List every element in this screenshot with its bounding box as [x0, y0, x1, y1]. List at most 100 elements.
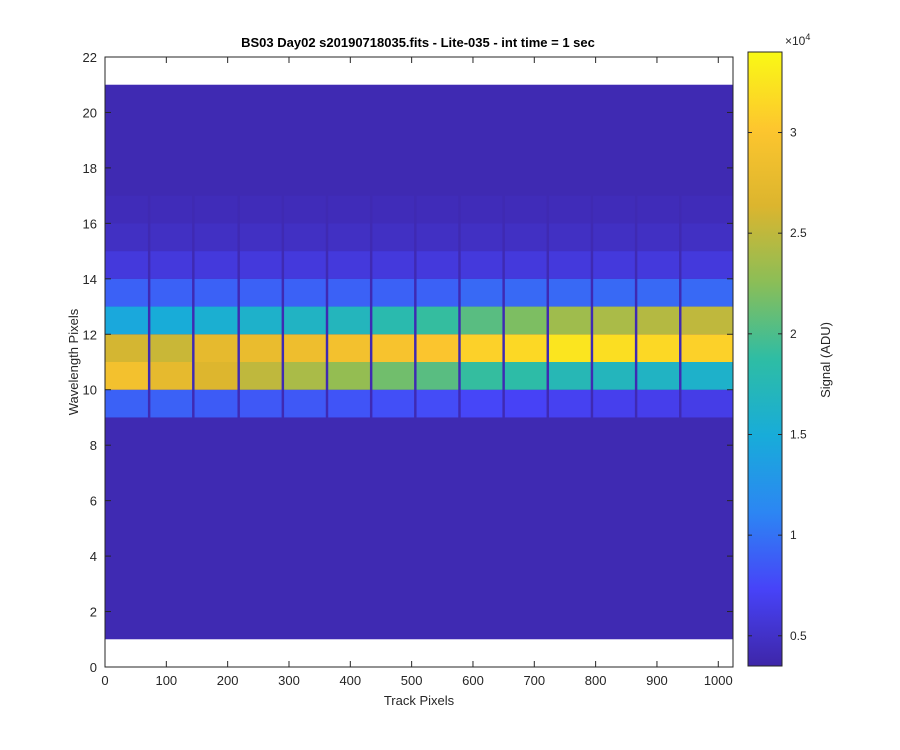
y-tick-label: 20: [83, 105, 97, 120]
heatmap-cell: [593, 223, 635, 252]
colorbar-exponent-power: 4: [805, 32, 810, 42]
heatmap-cell: [416, 278, 459, 307]
heatmap-cell: [328, 334, 370, 362]
colorbar-tick-label: 1: [790, 528, 797, 542]
y-tick-label: 4: [90, 549, 97, 564]
y-tick-label: 6: [90, 494, 97, 509]
heatmap-cell: [372, 278, 415, 307]
heatmap-cell: [194, 195, 238, 224]
x-axis-ticks: 0 100 200 300 400 500 600 700 800 900 1000: [101, 57, 733, 688]
heatmap-cell: [194, 278, 238, 307]
heatmap-cell: [105, 389, 148, 418]
heatmap-cell: [460, 195, 503, 224]
heatmap-cell: [504, 306, 547, 335]
heatmap-cell: [328, 251, 370, 279]
heatmap-cell: [593, 389, 635, 418]
x-tick-label: 400: [339, 673, 361, 688]
heatmap-cell: [593, 195, 635, 224]
heatmap-image: [105, 84, 733, 640]
heatmap-cell: [504, 389, 547, 418]
colorbar-gradient: [748, 52, 782, 666]
heatmap-cell: [239, 195, 282, 224]
x-tick-label: 200: [217, 673, 239, 688]
heatmap-cell: [416, 223, 459, 252]
y-tick-label: 22: [83, 50, 97, 65]
heatmap-cell: [105, 334, 148, 362]
x-tick-label: 900: [646, 673, 668, 688]
y-tick-label: 16: [83, 216, 97, 231]
heatmap-cell: [328, 389, 370, 418]
heatmap-cell: [372, 334, 415, 362]
heatmap-cell: [504, 278, 547, 307]
heatmap-cell: [460, 362, 503, 390]
x-tick-label: 500: [401, 673, 423, 688]
y-axis-label: Wavelength Pixels: [66, 308, 81, 415]
heatmap-cell: [460, 334, 503, 362]
heatmap-cell: [504, 334, 547, 362]
heatmap-cell: [150, 223, 193, 252]
heatmap-cell: [194, 306, 238, 335]
colorbar-tick-label: 0.5: [790, 629, 807, 643]
y-tick-label: 14: [83, 272, 97, 287]
colorbar-exponent-base: ×10: [785, 34, 806, 48]
y-tick-label: 0: [90, 660, 97, 675]
x-tick-label: 0: [101, 673, 108, 688]
heatmap-cell: [549, 195, 591, 224]
heatmap-cell: [460, 389, 503, 418]
heatmap-cell: [593, 362, 635, 390]
y-axis-ticks: 0 2 4 6 8 10 12 14 16 18 20 22: [83, 50, 733, 675]
heatmap-cell: [504, 195, 547, 224]
colorbar-tick-label: 3: [790, 126, 797, 140]
y-tick-label: 8: [90, 438, 97, 453]
heatmap-cell: [593, 251, 635, 279]
heatmap-cell: [372, 195, 415, 224]
heatmap-cell: [284, 195, 326, 224]
heatmap-cell: [328, 362, 370, 390]
heatmap-cell: [372, 306, 415, 335]
heatmap-cell: [284, 223, 326, 252]
heatmap-cell: [416, 251, 459, 279]
heatmap-cell: [328, 278, 370, 307]
heatmap-cell: [239, 223, 282, 252]
colorbar-tick-label: 2.5: [790, 226, 807, 240]
heatmap-cell: [105, 306, 148, 335]
heatmap-cell: [194, 362, 238, 390]
heatmap-cell: [150, 362, 193, 390]
heatmap-cell: [681, 278, 733, 307]
heatmap-cell: [681, 195, 733, 224]
heatmap-cell: [105, 195, 148, 224]
heatmap-cell: [194, 251, 238, 279]
heatmap-cell: [239, 334, 282, 362]
heatmap-cell: [637, 223, 680, 252]
heatmap-cell: [504, 223, 547, 252]
heatmap-cell: [593, 278, 635, 307]
heatmap-cell: [194, 389, 238, 418]
heatmap-cell: [328, 306, 370, 335]
heatmap-cell: [637, 389, 680, 418]
heatmap-cell: [105, 278, 148, 307]
x-tick-label: 300: [278, 673, 300, 688]
colorbar-exponent: ×104: [785, 32, 810, 48]
heatmap-cell: [416, 362, 459, 390]
heatmap-cell: [460, 306, 503, 335]
heatmap-cell: [637, 278, 680, 307]
heatmap-cell: [681, 334, 733, 362]
colorbar-ticks: 0.5 1 1.5 2 2.5 3: [748, 126, 807, 643]
y-tick-label: 18: [83, 161, 97, 176]
heatmap-cell: [504, 251, 547, 279]
heatmap-cell: [637, 362, 680, 390]
heatmap-cell: [372, 389, 415, 418]
heatmap-cell: [150, 251, 193, 279]
axes-box: [104, 56, 734, 668]
heatmap-cell: [150, 334, 193, 362]
heatmap-cell: [372, 362, 415, 390]
heatmap-cell: [239, 362, 282, 390]
y-tick-label: 2: [90, 605, 97, 620]
heatmap-cell: [105, 251, 148, 279]
heatmap-cell: [284, 306, 326, 335]
heatmap-cell: [150, 306, 193, 335]
heatmap-cell: [549, 251, 591, 279]
heatmap-cell: [194, 334, 238, 362]
x-axis-label: Track Pixels: [384, 693, 455, 708]
